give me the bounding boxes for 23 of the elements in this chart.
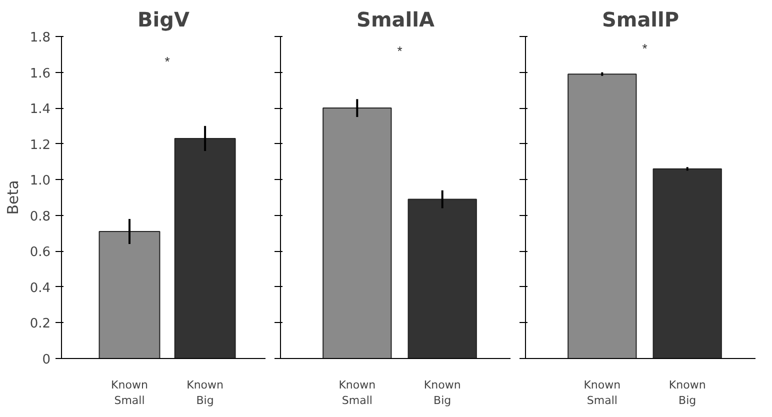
chart-title: SmallP xyxy=(602,8,680,32)
annotation: * xyxy=(164,54,170,70)
y-axis-title: Beta xyxy=(4,180,22,215)
y-tick-label: 0.2 xyxy=(30,316,51,332)
x-tick-label: Known Big xyxy=(186,378,224,408)
x-tick-label: Known Small xyxy=(584,378,621,408)
y-tick-label: 1.8 xyxy=(30,30,51,46)
y-tick-label: 1.4 xyxy=(30,102,51,118)
y-tick-label: 0.8 xyxy=(30,209,51,224)
annotation: * xyxy=(642,40,648,56)
chart-title: SmallA xyxy=(356,8,435,32)
y-tick-label: 1.2 xyxy=(30,138,51,153)
y-tick-label: 1.0 xyxy=(30,174,51,189)
chart-title: BigV xyxy=(138,8,190,32)
y-tick-label: 0.4 xyxy=(30,280,51,296)
annotation: * xyxy=(397,43,402,58)
x-tick-label: Known Small xyxy=(111,378,148,408)
y-tick-label: 1.6 xyxy=(30,66,51,82)
y-tick-label: 0.6 xyxy=(30,245,51,260)
x-tick-label: Known Big xyxy=(424,378,461,408)
x-tick-label: Known Big xyxy=(668,378,706,408)
x-tick-label: Known Small xyxy=(338,378,376,408)
y-tick-label: 0 xyxy=(42,352,51,368)
